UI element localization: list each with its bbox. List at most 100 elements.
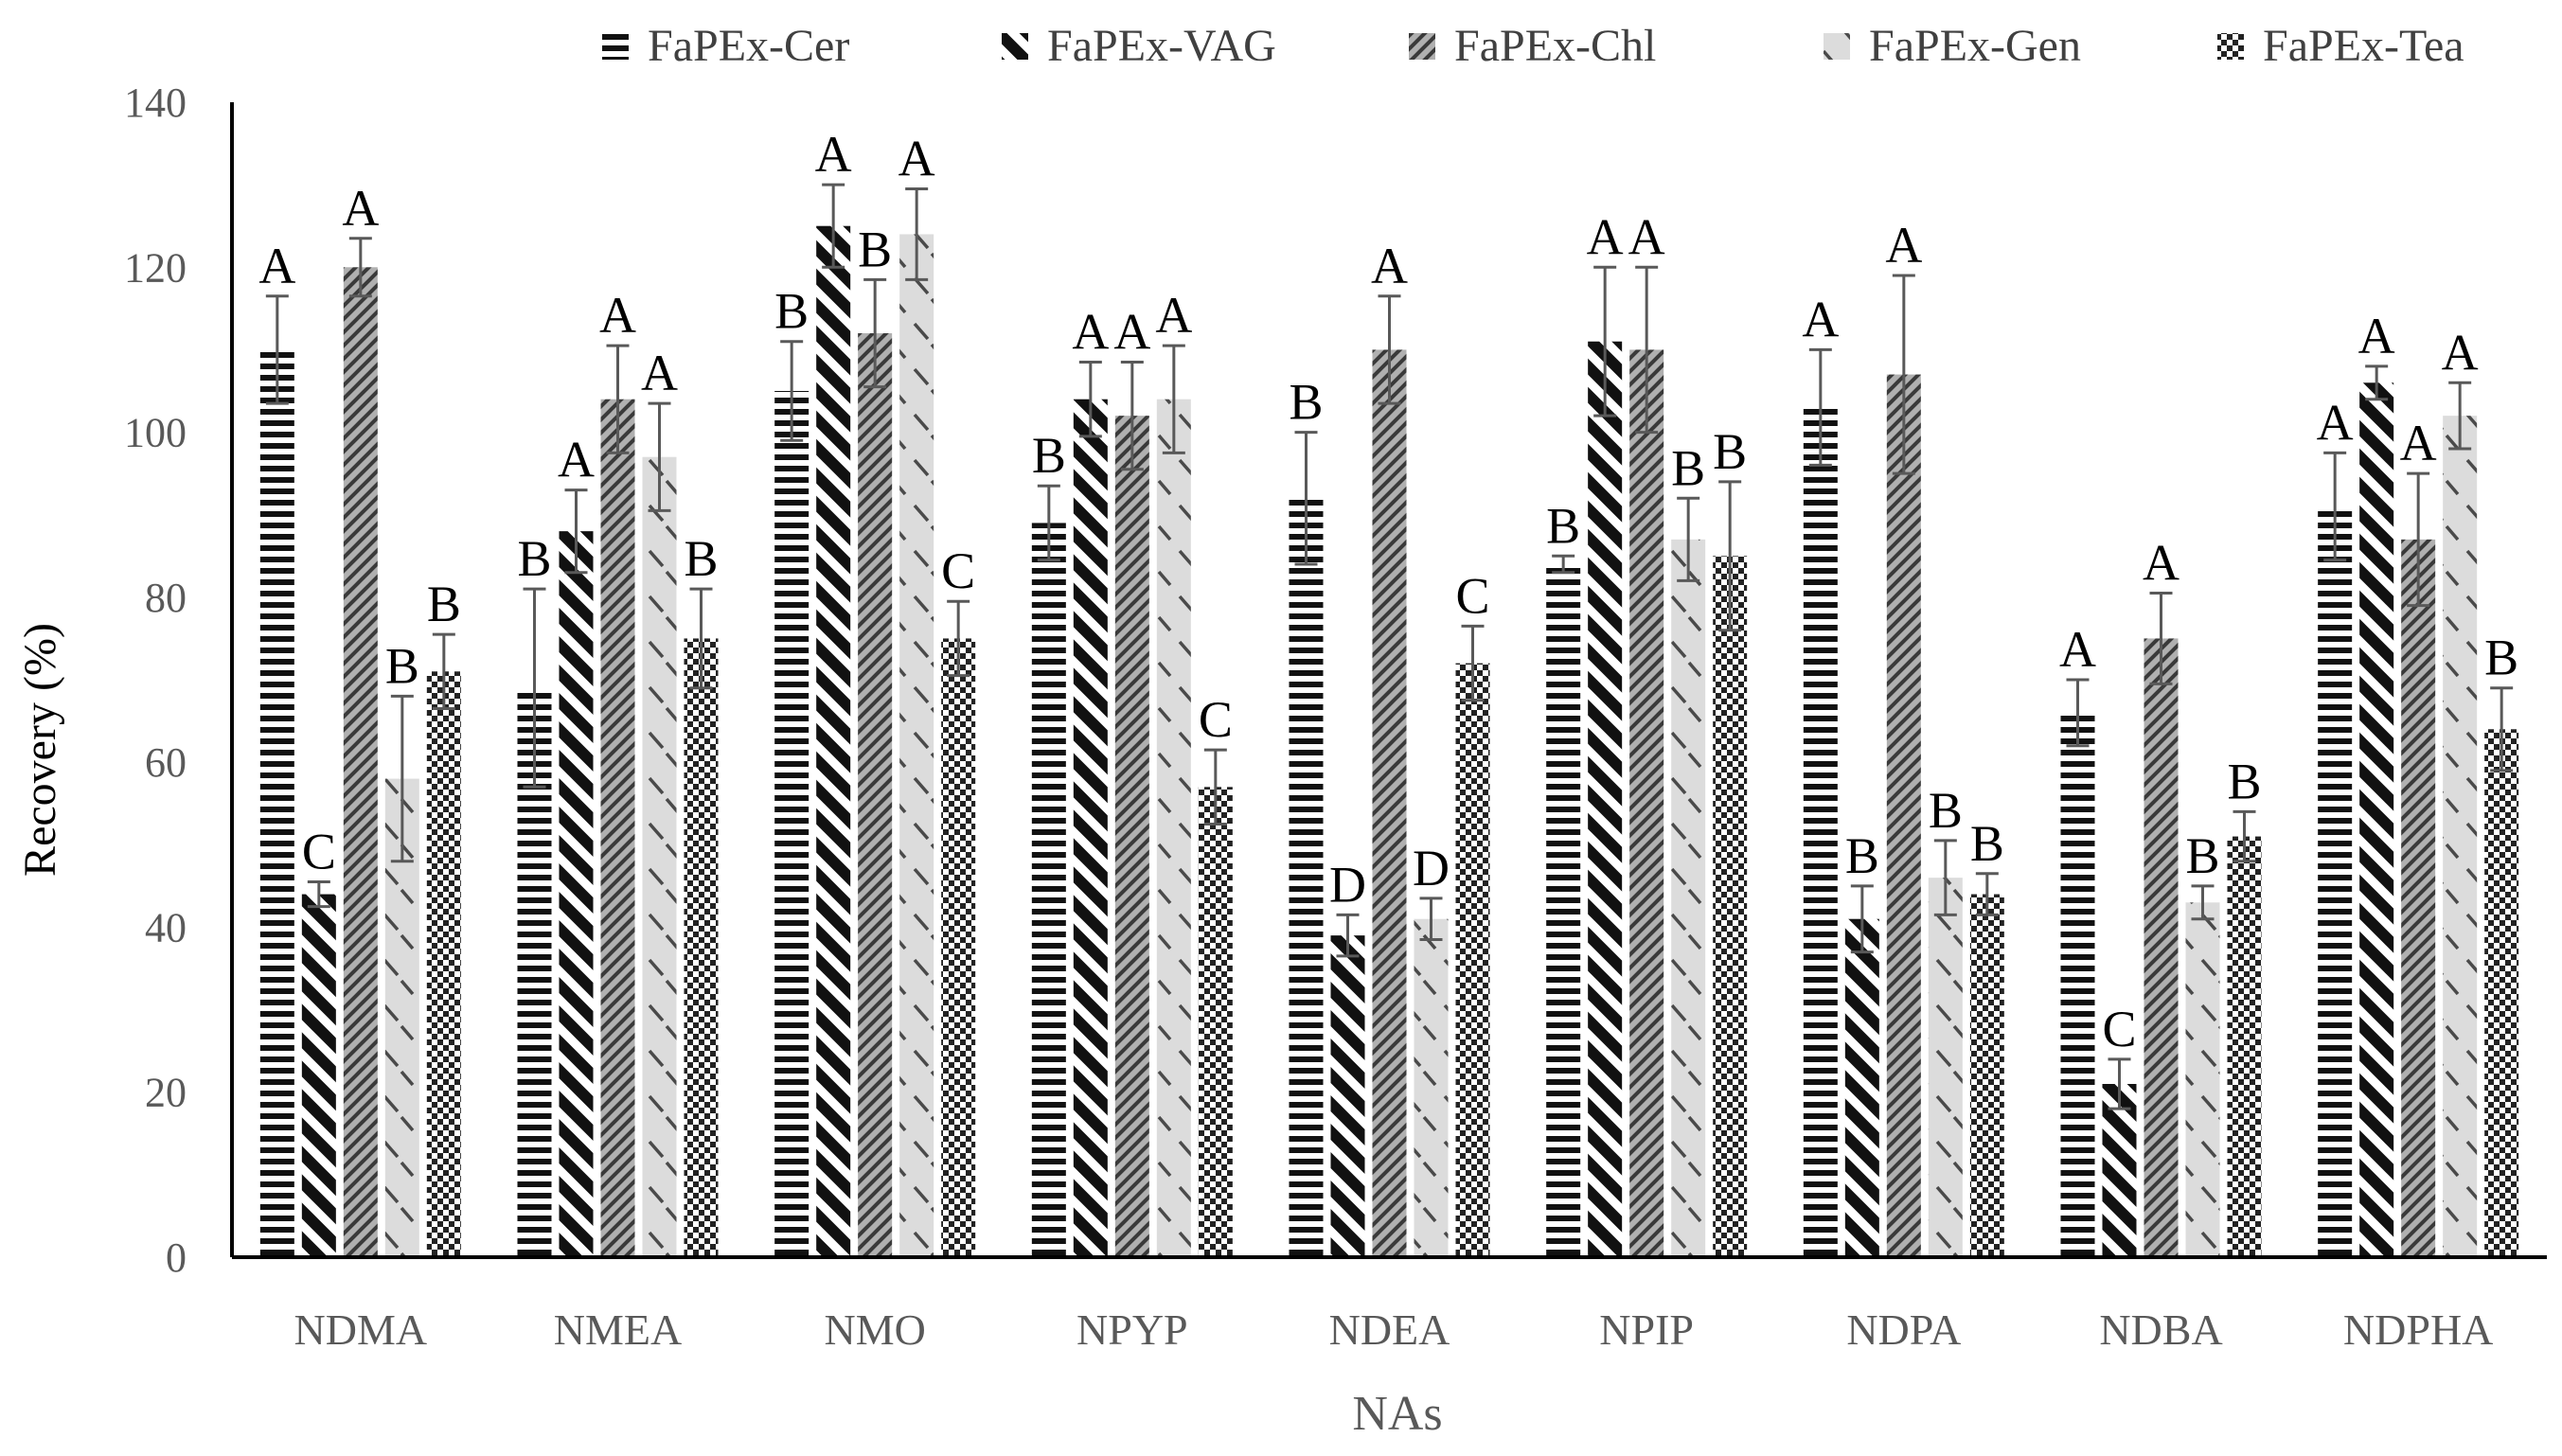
significance-letter: A	[558, 432, 595, 488]
significance-letter: A	[2317, 394, 2354, 451]
significance-letter: A	[1802, 291, 1839, 347]
x-tick-label: NDBA	[2099, 1305, 2222, 1354]
bar	[1372, 349, 1407, 1257]
x-tick-label: NDPA	[1846, 1305, 1961, 1354]
significance-letter: B	[1713, 423, 1747, 480]
significance-letter: A	[342, 180, 379, 237]
y-axis: 0 20 40 60 80 100 120 140	[124, 80, 234, 1281]
bar	[2359, 382, 2394, 1257]
significance-letter: B	[858, 221, 892, 277]
x-tick-label: NMEA	[554, 1305, 682, 1354]
bar	[899, 234, 934, 1257]
legend-label: FaPEx-VAG	[1047, 21, 1276, 71]
legend-swatch	[1824, 33, 1850, 60]
bar	[1969, 894, 2004, 1257]
y-tick-label: 120	[124, 244, 187, 291]
significance-letter: B	[517, 530, 551, 587]
significance-letter: A	[1371, 238, 1408, 294]
y-tick-label: 40	[145, 904, 187, 950]
bar	[1330, 935, 1365, 1257]
legend-label: FaPEx-Tea	[2263, 21, 2464, 71]
significance-letter: A	[258, 238, 295, 294]
bar	[2401, 539, 2436, 1257]
significance-letter: A	[815, 126, 852, 183]
significance-letter: B	[427, 576, 461, 632]
legend-swatch	[602, 33, 629, 60]
legend-label: FaPEx-Cer	[648, 21, 849, 71]
bar	[1156, 399, 1191, 1257]
x-tick-label: NMO	[824, 1305, 925, 1354]
significance-letter: A	[2358, 308, 2395, 364]
significance-letter: C	[1455, 567, 1489, 624]
x-tick-label: NPYP	[1076, 1305, 1188, 1354]
significance-letter: B	[1929, 782, 1963, 839]
y-tick-label: 60	[145, 739, 187, 786]
significance-letter: C	[941, 542, 975, 599]
bar	[1455, 663, 1490, 1257]
significance-letter: B	[1546, 497, 1580, 554]
x-tick-label: NDEA	[1329, 1305, 1450, 1354]
significance-letter: C	[2102, 1001, 2136, 1057]
bar	[1031, 523, 1066, 1257]
bar	[301, 894, 336, 1257]
bar	[1629, 349, 1664, 1257]
bar	[2144, 638, 2179, 1257]
bar	[343, 267, 378, 1258]
significance-letter: B	[385, 637, 419, 694]
bar	[259, 349, 294, 1257]
significance-letter: A	[2143, 535, 2179, 592]
significance-letter: A	[1072, 304, 1109, 361]
significance-letter: D	[1413, 840, 1450, 897]
bar	[2318, 506, 2353, 1257]
bar	[816, 225, 851, 1258]
bar	[1713, 556, 1748, 1257]
significance-letter: B	[2484, 630, 2518, 686]
significance-letter: A	[1628, 208, 1665, 265]
bar	[1546, 564, 1581, 1257]
x-tick-label: NDPHA	[2343, 1305, 2493, 1354]
significance-letter: A	[1587, 208, 1624, 265]
bar	[941, 638, 976, 1257]
x-axis: NDMA NMEA NMO NPYP NDEA NPIP NDPA NDBA NDPHA	[232, 1255, 2547, 1354]
significance-letter: D	[1329, 856, 1366, 913]
significance-letter: A	[2059, 621, 2096, 678]
significance-letter: B	[1289, 374, 1323, 431]
bar	[1114, 416, 1149, 1258]
bar	[2060, 712, 2095, 1257]
bar	[1844, 918, 1879, 1257]
significance-letter: B	[1970, 815, 2004, 872]
legend-swatch	[1002, 33, 1028, 60]
significance-letter: A	[641, 345, 678, 401]
bar	[858, 333, 893, 1257]
bar	[1414, 918, 1449, 1257]
significance-letter: B	[1671, 439, 1705, 496]
significance-letter: A	[1155, 287, 1192, 344]
bar	[426, 671, 461, 1257]
significance-letter: A	[1885, 217, 1922, 274]
x-axis-title: NAs	[1352, 1387, 1442, 1441]
legend-swatch	[2217, 33, 2244, 60]
bar	[559, 531, 594, 1257]
bar	[1198, 787, 1233, 1257]
significance-letter: B	[684, 530, 718, 587]
significance-letter: B	[1845, 827, 1879, 884]
y-tick-label: 140	[124, 80, 187, 126]
bar	[642, 456, 677, 1257]
x-tick-label: NPIP	[1599, 1305, 1694, 1354]
significance-letter: A	[599, 287, 636, 344]
y-tick-label: 80	[145, 575, 187, 621]
y-tick-label: 100	[124, 410, 187, 456]
bar	[2227, 836, 2262, 1257]
bar	[600, 399, 635, 1257]
bar	[1289, 498, 1324, 1257]
significance-letter: A	[1113, 304, 1150, 361]
legend-label: FaPEx-Chl	[1454, 21, 1656, 71]
bar	[2443, 416, 2478, 1258]
significance-letter: C	[1199, 691, 1233, 748]
significance-letter: A	[2442, 324, 2479, 381]
bar	[2102, 1084, 2137, 1257]
significance-letter: A	[898, 131, 935, 187]
